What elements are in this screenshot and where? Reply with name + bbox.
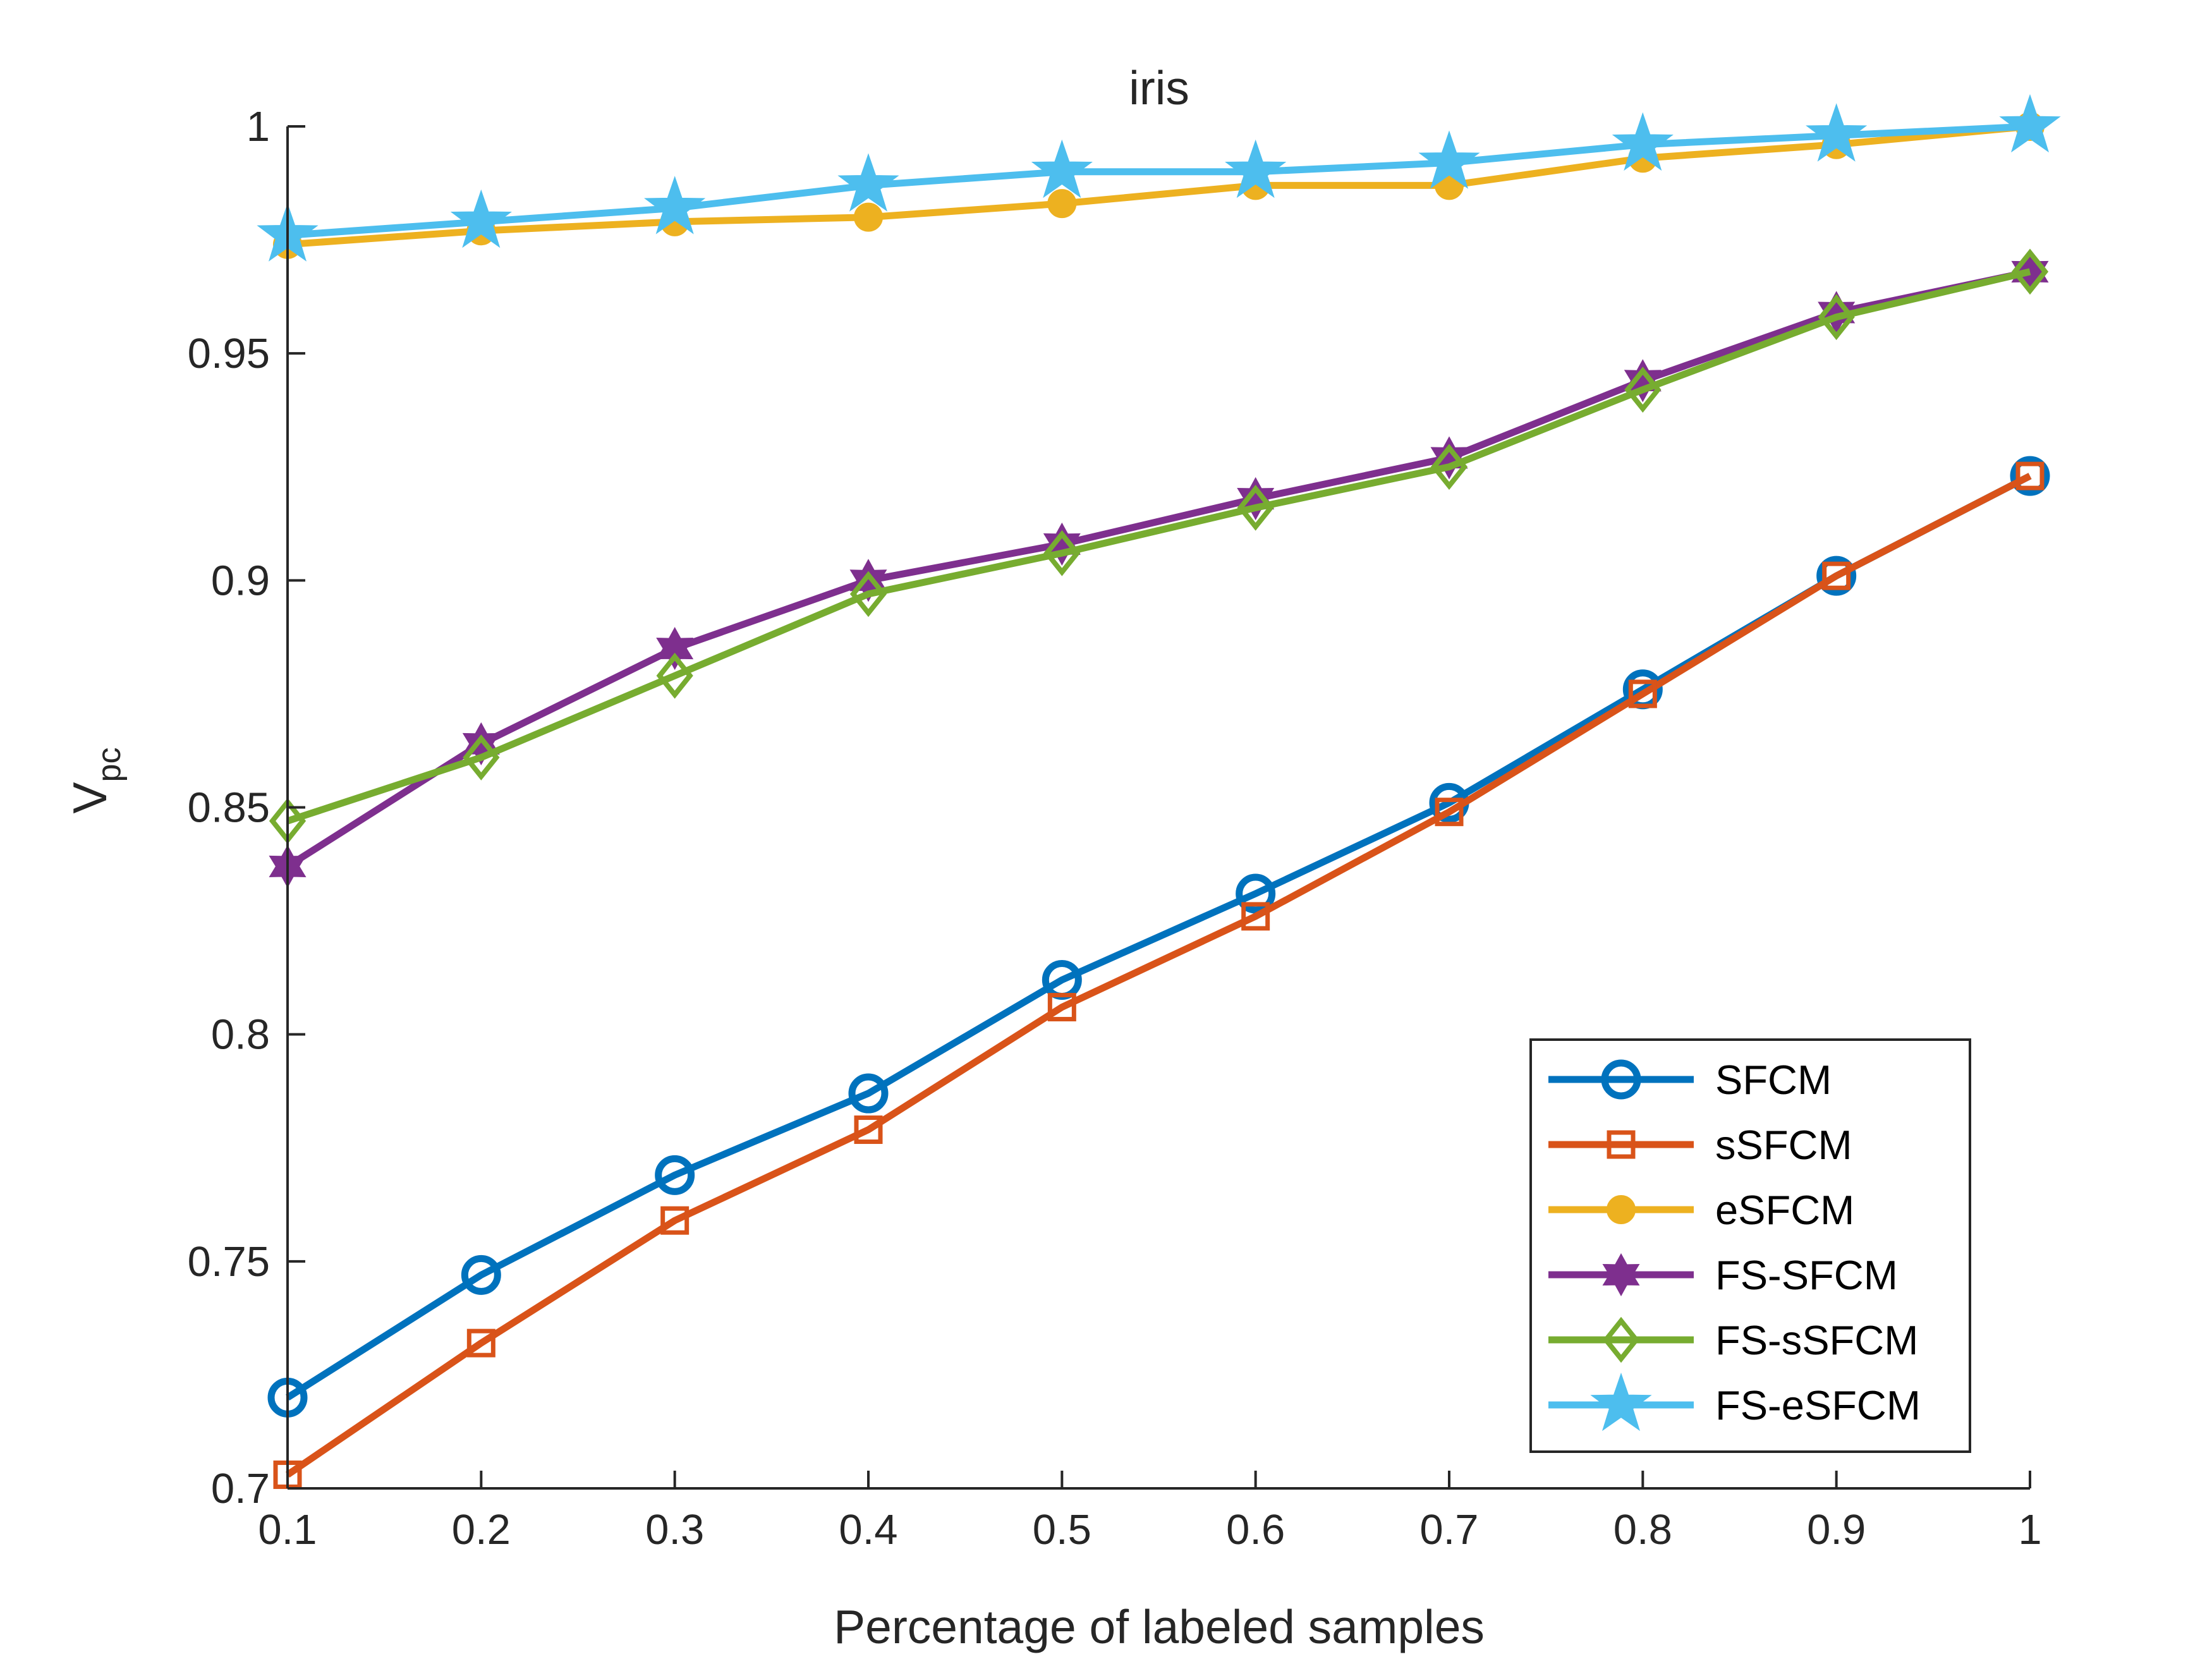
data-point [1031, 139, 1093, 198]
legend-label: FS-SFCM [1715, 1252, 1898, 1298]
legend-swatch-marker [1601, 1059, 1641, 1100]
data-point [1999, 94, 2061, 153]
series-fs-ssfcm [269, 248, 2049, 844]
x-axis-label: Percentage of labeled samples [834, 1600, 1485, 1653]
data-point [1236, 873, 1276, 914]
legend-item: eSFCM [1548, 1187, 1854, 1233]
data-point [1225, 139, 1287, 198]
series-line [287, 123, 2031, 239]
data-point [1047, 993, 1076, 1022]
data-point [854, 202, 883, 232]
axes-layer: iris Percentage of labeled samples Vpc 0… [63, 61, 2042, 1653]
data-point [2015, 461, 2045, 490]
data-point [1430, 444, 1468, 490]
legend-swatch-marker [1602, 1253, 1640, 1297]
legend-item: sSFCM [1548, 1122, 1852, 1168]
x-tick-label: 0.4 [839, 1506, 897, 1553]
data-point [1241, 902, 1270, 931]
data-point [1624, 359, 1662, 403]
y-tick-label: 0.9 [211, 557, 270, 604]
legend-swatch-marker [1590, 1372, 1652, 1431]
data-point [849, 571, 887, 617]
data-point [1822, 561, 1851, 590]
data-point [660, 1206, 690, 1235]
data-point [1806, 103, 1868, 162]
legend-label: FS-eSFCM [1715, 1382, 1921, 1428]
legend-label: SFCM [1715, 1057, 1832, 1103]
data-point [1237, 484, 1274, 531]
legend-box [1529, 1038, 1971, 1453]
legend-label: eSFCM [1715, 1187, 1854, 1233]
y-tick-label: 0.85 [188, 784, 270, 832]
legend-item: FS-SFCM [1548, 1252, 1898, 1298]
x-tick-label: 0.1 [258, 1506, 317, 1553]
data-point [644, 176, 706, 234]
legend: SFCM sSFCM eSFCM FS-SFCM FS-sSFCM FS-eSFCM [1529, 1038, 1971, 1453]
x-tick-label: 0.3 [645, 1506, 704, 1553]
y-tick-label: 0.7 [211, 1465, 270, 1512]
series-ssfcm [273, 461, 2045, 1489]
data-point [1237, 477, 1275, 521]
data-point [466, 1328, 495, 1358]
data-point [1047, 189, 1077, 219]
legend-label: sSFCM [1715, 1122, 1852, 1168]
data-point [655, 1155, 695, 1195]
legend-item: FS-sSFCM [1548, 1316, 1918, 1363]
data-point [1612, 112, 1674, 171]
y-tick-label: 0.8 [211, 1011, 270, 1059]
legend-swatch-marker [1607, 1130, 1636, 1159]
y-axis-label-subscript: pc [91, 748, 128, 782]
data-point [461, 1255, 501, 1295]
chart-title: iris [1129, 61, 1189, 114]
data-point [837, 153, 899, 212]
y-axis-label: Vpc [63, 748, 128, 814]
y-tick-label: 1 [246, 103, 270, 150]
y-tick-label: 0.95 [188, 330, 270, 377]
data-point [1418, 130, 1480, 189]
x-tick-label: 0.8 [1613, 1506, 1672, 1553]
x-tick-label: 0.7 [1419, 1506, 1478, 1553]
data-point [854, 1115, 883, 1145]
data-point [1043, 522, 1081, 566]
legend-swatch-marker [1602, 1316, 1640, 1363]
data-point [2011, 248, 2049, 295]
data-point [1430, 436, 1468, 480]
series-line [285, 473, 2032, 1478]
x-tick-label: 0.6 [1226, 1506, 1285, 1553]
data-point [1816, 556, 1857, 596]
data-point [462, 722, 500, 765]
data-point [848, 1073, 889, 1114]
x-tick-label: 1 [2018, 1506, 2041, 1553]
data-point [656, 627, 694, 671]
data-point [1818, 294, 1855, 341]
legend-item: SFCM [1548, 1057, 1832, 1103]
series-line [286, 268, 2031, 825]
y-tick-label: 0.75 [188, 1238, 270, 1285]
x-tick-label: 0.5 [1033, 1506, 1091, 1553]
series-line [286, 268, 2031, 870]
y-axis-label-main: V [63, 782, 116, 813]
data-point [450, 189, 512, 248]
series-line [287, 123, 2031, 248]
data-point [1624, 367, 1662, 413]
series-layer [257, 94, 2061, 1489]
x-tick-label: 0.2 [452, 1506, 511, 1553]
legend-swatch-marker [1607, 1195, 1636, 1224]
data-point [1628, 679, 1657, 708]
data-point [1043, 530, 1081, 576]
data-point [849, 559, 887, 602]
data-point [2010, 456, 2050, 496]
data-point [463, 734, 500, 781]
legend-item: FS-eSFCM [1548, 1372, 1921, 1431]
data-point [656, 652, 693, 699]
x-tick-label: 0.9 [1807, 1506, 1866, 1553]
svg-text:Vpc: Vpc [63, 748, 128, 814]
data-point [1435, 798, 1464, 827]
legend-label: FS-sSFCM [1715, 1317, 1918, 1363]
